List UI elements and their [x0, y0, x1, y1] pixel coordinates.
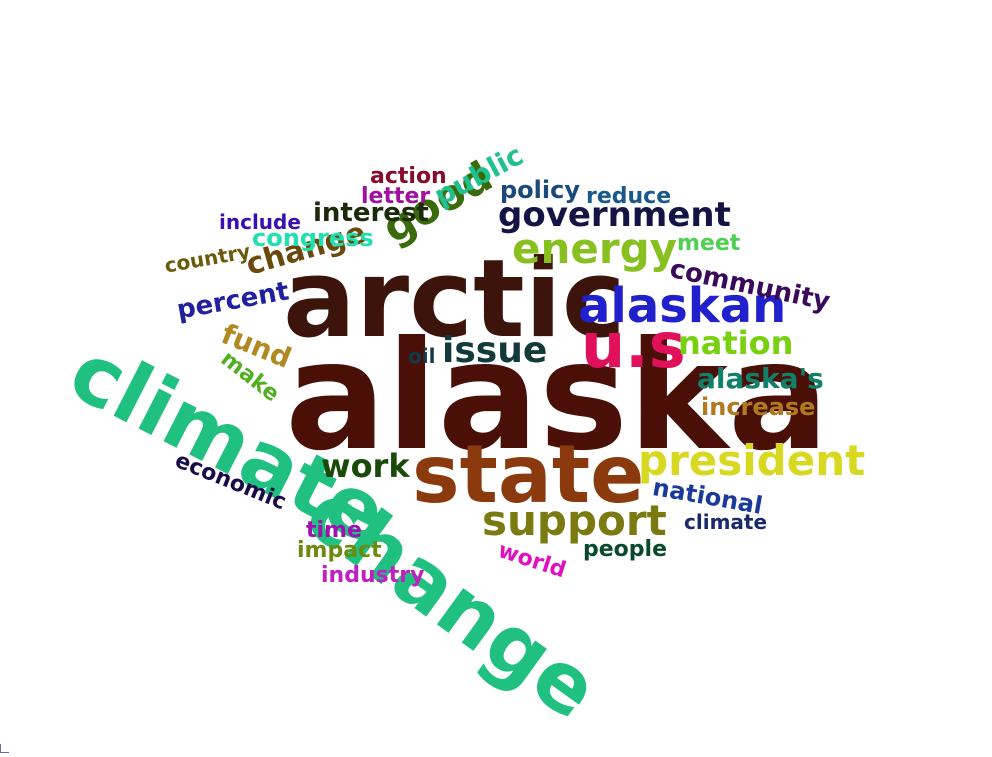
word-meet-31: meet	[677, 231, 741, 256]
word-industry-35: industry	[321, 563, 425, 588]
word-letter-28: letter	[361, 184, 431, 209]
word-oil-39: oil	[408, 344, 436, 368]
word-time-33: time	[306, 518, 362, 543]
word-energy-9: energy	[512, 224, 678, 273]
word-world-36: world	[494, 538, 569, 584]
word-arctic-1: arctic	[283, 237, 626, 362]
word-include-38: include	[219, 210, 301, 234]
word-action-27: action	[370, 164, 447, 189]
word-climate-40: climate	[684, 510, 768, 534]
word-increase-23: increase	[701, 393, 816, 421]
word-congress-24: congress	[252, 224, 374, 252]
word-nation-13: nation	[678, 324, 794, 362]
word-issue-11: issue	[442, 330, 548, 371]
word-people-32: people	[583, 537, 667, 562]
word-state-4: state	[412, 428, 645, 521]
word-president-8: president	[638, 436, 866, 485]
word-country-37: country	[162, 239, 253, 278]
word-percent-21: percent	[174, 276, 292, 326]
word-alaska-s-16: alaska's	[697, 362, 824, 395]
word-interest-20: interest	[313, 198, 429, 228]
word-u-s-5: u.s	[581, 309, 686, 382]
word-policy-25: policy	[500, 176, 580, 204]
word-reduce-29: reduce	[586, 184, 672, 209]
word-support-7: support	[482, 496, 667, 545]
word-alaskan-6: alaskan	[578, 278, 787, 334]
corner-mark	[0, 744, 9, 753]
word-impact-34: impact	[297, 538, 382, 563]
word-alaska-0: alaska	[285, 310, 830, 484]
word-government-12: government	[498, 195, 731, 235]
word-work-14: work	[321, 447, 410, 485]
